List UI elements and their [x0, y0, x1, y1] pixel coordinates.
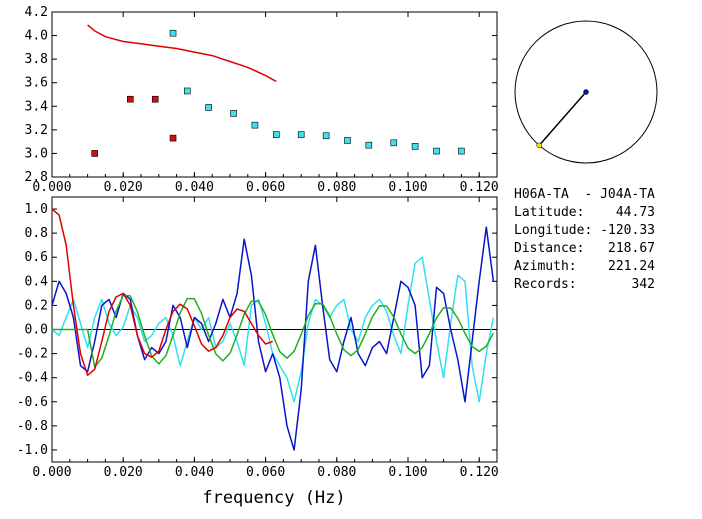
cyan-point	[183, 87, 191, 95]
y-tick-label: -0.6	[17, 395, 48, 410]
y-tick-label: 3.6	[25, 76, 48, 91]
dispersion-frame	[51, 11, 498, 178]
info-label: Distance:	[514, 241, 584, 256]
cyan-point	[411, 143, 419, 150]
cyan-point	[205, 104, 212, 111]
x-tick-label: 0.040	[175, 465, 214, 480]
info-value: 221.24	[608, 259, 655, 274]
cyan-point	[365, 141, 373, 149]
x-tick-label: 0.120	[460, 180, 499, 195]
y-tick-label: -0.2	[17, 347, 48, 362]
y-tick-label: 4.2	[25, 5, 48, 20]
x-tick-label: 0.020	[104, 180, 143, 195]
x-axis-title: frequency (Hz)	[202, 488, 345, 508]
y-tick-label: 0.2	[25, 298, 48, 313]
info-label: Longitude:	[514, 223, 592, 238]
dispersion-curve	[87, 24, 277, 83]
y-tick-label: 4.0	[25, 29, 48, 44]
y-tick-label: 3.0	[25, 146, 48, 161]
station-far-marker	[536, 142, 542, 149]
x-tick-label: 0.000	[32, 180, 71, 195]
azimuth-map	[514, 20, 658, 164]
x-tick-label: 0.040	[175, 180, 214, 195]
y-tick-label: 1.0	[25, 202, 48, 217]
y-tick-label: 0.8	[25, 226, 48, 241]
y-tick-label: 2.8	[25, 170, 48, 185]
cyan-point	[433, 147, 440, 155]
info-value: 342	[632, 277, 655, 292]
y-tick-label: -1.0	[17, 443, 48, 458]
info-label: Latitude:	[514, 205, 584, 220]
y-tick-label: 0.4	[25, 274, 49, 289]
station-pair: H06A-TA - J04A-TA	[514, 187, 655, 202]
cyan-point	[322, 132, 330, 140]
dispersion-y-ticks: 2.8 3.0 3.2 3.4 3.6 3.8 4.0 4.2	[25, 5, 497, 185]
y-tick-label: -0.4	[17, 371, 48, 386]
x-tick-label: 0.020	[104, 465, 143, 480]
info-value: 44.73	[616, 205, 655, 220]
x-tick-label: 0.080	[317, 465, 356, 480]
azimuth-circle	[514, 20, 658, 164]
y-tick-label: 0.0	[25, 323, 48, 338]
cyan-point	[344, 137, 351, 144]
cyan-point	[272, 131, 280, 138]
station-info: H06A-TA - J04A-TA Latitude: 44.73 Longitud…	[514, 187, 655, 292]
dispersion-marks	[87, 24, 465, 157]
x-tick-label: 0.100	[388, 465, 427, 480]
x-tick-label: 0.080	[317, 180, 356, 195]
y-tick-label: 3.2	[25, 123, 48, 138]
cyan-point	[297, 131, 305, 138]
x-tick-label: 0.000	[32, 465, 71, 480]
cyan-point	[458, 147, 465, 155]
series-line-green	[52, 294, 495, 368]
cyan-point	[390, 139, 398, 147]
y-tick-label: 3.8	[25, 52, 48, 67]
cyan-point	[169, 29, 177, 37]
info-value: 218.67	[608, 241, 655, 256]
y-tick-label: 0.6	[25, 250, 48, 265]
x-tick-label: 0.060	[246, 180, 285, 195]
info-value: -120.33	[600, 223, 655, 238]
y-tick-label: 3.4	[25, 99, 49, 114]
info-label: Azimuth:	[514, 259, 577, 274]
red-point	[91, 150, 99, 157]
dispersion-panel: 2.8 3.0 3.2 3.4 3.6 3.8 4.0 4.2 0.000 0.020 0.040…	[25, 5, 499, 195]
station-info-lines: Latitude: 44.73 Longitude: -120.33 Distance:…	[514, 205, 655, 292]
cyan-point	[230, 110, 237, 117]
correlation-y-ticks: -1.0 -0.8 -0.6 -0.4 -0.2 0.0 0.2 0.4 0.6 0.8 1.0	[17, 202, 497, 458]
y-tick-label: -0.8	[17, 419, 48, 434]
x-tick-label: 0.100	[388, 180, 427, 195]
correlation-series	[51, 208, 495, 451]
x-tick-label: 0.060	[246, 465, 285, 480]
azimuth-line	[538, 91, 587, 146]
station-center-marker	[583, 89, 589, 95]
red-point	[127, 95, 134, 103]
correlation-panel: -1.0 -0.8 -0.6 -0.4 -0.2 0.0 0.2 0.4 0.6 0.8 1.0 0…	[17, 196, 499, 508]
cyan-point	[251, 121, 259, 129]
dispersion-x-ticks: 0.000 0.020 0.040 0.060 0.080 0.100 0.120	[32, 12, 499, 195]
red-point	[169, 134, 177, 142]
info-label: Records:	[514, 277, 577, 292]
x-tick-label: 0.120	[460, 465, 499, 480]
series-line-red	[51, 208, 273, 377]
correlation-x-ticks: 0.000 0.020 0.040 0.060 0.080 0.100 0.120	[32, 197, 499, 480]
red-point	[151, 95, 159, 103]
